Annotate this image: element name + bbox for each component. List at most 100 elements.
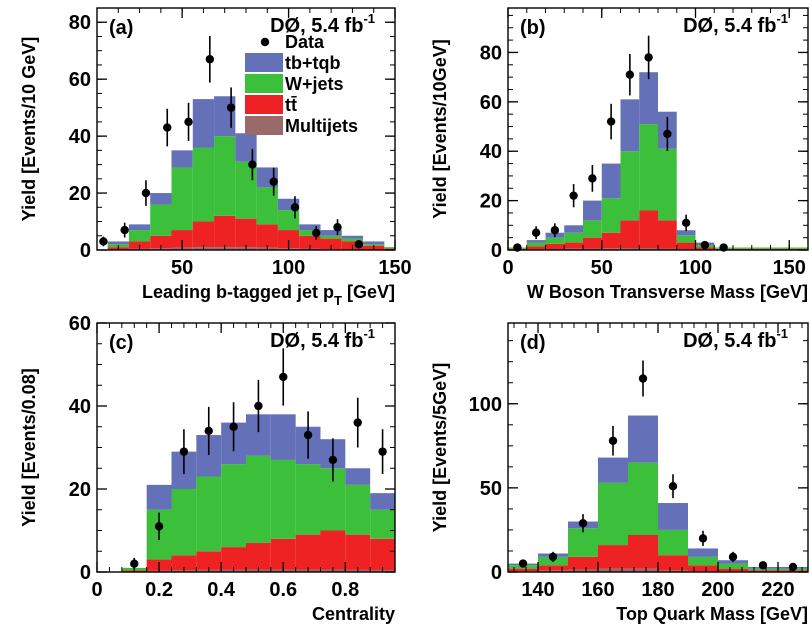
experiment-label: DØ, 5.4 fb-1 — [270, 11, 375, 37]
bar-ttbar — [770, 248, 790, 250]
bar-wjets — [256, 187, 278, 225]
bar-ttbar — [789, 248, 808, 250]
y-tick-label: 60 — [480, 92, 502, 114]
data-point — [226, 103, 236, 112]
bar-signal — [235, 133, 257, 162]
bar-ttbar — [598, 545, 628, 569]
data-point — [700, 240, 710, 250]
y-tick-label: 0 — [80, 240, 91, 262]
bar-signal — [363, 241, 385, 245]
x-axis-label-main: Top Quark Mass [GeV] — [616, 604, 808, 624]
bar-multijets — [628, 568, 658, 572]
y-tick-label: 60 — [69, 69, 91, 91]
axis-ticks: 0 50 100 150 0 20 40 60 80 — [480, 8, 809, 279]
bar-wjets — [628, 462, 658, 535]
bar-wjets — [789, 247, 808, 249]
bar-ttbar — [150, 235, 172, 249]
bar-wjets — [620, 151, 640, 221]
bar-wjets — [658, 148, 677, 221]
bar-signal — [128, 224, 151, 231]
bar-signal — [564, 225, 583, 233]
bar-signal — [270, 414, 296, 460]
x-tick-label: 180 — [641, 579, 674, 601]
x-axis-label: W Boson Transverse Mass [GeV] — [527, 282, 808, 302]
panel-tag: (b) — [520, 17, 546, 39]
x-axis-label: Centrality — [312, 604, 395, 624]
x-axis-label-main: Centrality — [312, 604, 395, 624]
bar-ttbar — [628, 534, 658, 569]
bar-multijets — [620, 248, 640, 250]
panel-b: 0 50 100 150 0 20 40 60 80 (b) DØ, 5.4 fb-1 W Boson… — [430, 7, 809, 302]
lumi-exponent: -1 — [363, 11, 375, 26]
x-axis-label-sub: T — [334, 293, 342, 308]
legend-entry: W+jets — [245, 74, 344, 94]
legend-swatch — [245, 53, 283, 72]
x-axis-label: Top Quark Mass [GeV] — [616, 604, 808, 624]
data-point — [312, 228, 321, 238]
axis-ticks: 50 100 150 0 20 40 60 80 — [69, 7, 412, 279]
bar-ttbar — [370, 538, 395, 571]
bar-ttbar — [299, 235, 321, 249]
data-point — [569, 191, 578, 200]
x-axis-label-main: Leading b-tagged jet p — [142, 282, 334, 302]
bar-wjets — [370, 509, 395, 539]
bar-ttbar — [545, 243, 565, 250]
data-point — [141, 188, 151, 198]
legend-swatch — [245, 116, 283, 135]
bar-wjets — [277, 210, 300, 231]
histogram-stack — [107, 96, 395, 250]
data-point — [638, 374, 648, 383]
bar-wjets — [748, 568, 778, 571]
y-tick-label: 40 — [69, 126, 91, 148]
legend-marker — [260, 37, 270, 47]
bar-ttbar — [538, 565, 568, 571]
bar-wjets — [598, 482, 628, 546]
y-tick-label: 80 — [480, 42, 502, 64]
bar-ttbar — [246, 542, 271, 570]
x-tick-label: 150 — [773, 257, 806, 279]
x-tick-label: 0 — [91, 579, 102, 601]
data-point — [248, 160, 257, 169]
data-point — [606, 117, 616, 126]
lumi-exponent: -1 — [363, 326, 375, 341]
data-point — [205, 55, 215, 64]
bar-multijets — [658, 248, 677, 250]
data-point — [608, 436, 618, 445]
bar-ttbar — [320, 238, 342, 250]
bar-ttbar — [214, 215, 236, 248]
bar-signal — [171, 150, 193, 168]
bar-ttbar — [384, 248, 395, 250]
bar-wjets — [345, 484, 371, 535]
bar-wjets — [341, 238, 364, 242]
bar-signal — [688, 548, 718, 557]
legend-entry: tb+tqb — [245, 53, 341, 73]
y-axis-label: Yield [Events/10GeV] — [430, 39, 450, 218]
bar-multijets — [658, 570, 688, 572]
y-tick-label: 50 — [480, 478, 502, 500]
data-point — [204, 426, 213, 436]
data-point — [758, 561, 768, 570]
legend-label: Data — [285, 32, 325, 52]
bar-signal — [320, 230, 342, 236]
data-points — [513, 35, 728, 252]
bar-wjets — [214, 136, 236, 216]
data-point — [788, 562, 798, 572]
bar-wjets — [196, 476, 222, 552]
legend-label: Multijets — [285, 116, 358, 136]
bar-signal — [299, 224, 321, 231]
bar-wjets — [246, 455, 271, 543]
bar-wjets — [171, 489, 197, 556]
bar-ttbar — [564, 242, 583, 249]
y-axis-label: Yield [Events/10 GeV] — [19, 37, 39, 221]
bar-ttbar — [345, 534, 371, 570]
legend-label: tb+tqb — [285, 53, 341, 73]
data-points — [518, 360, 798, 572]
bar-signal — [370, 493, 395, 510]
data-point — [550, 226, 560, 235]
data-point — [578, 519, 588, 528]
axis-ticks: 140 160 180 200 220 0 50 100 — [469, 323, 808, 601]
bar-signal — [601, 163, 621, 199]
bar-wjets — [235, 161, 257, 219]
data-point — [663, 129, 672, 139]
